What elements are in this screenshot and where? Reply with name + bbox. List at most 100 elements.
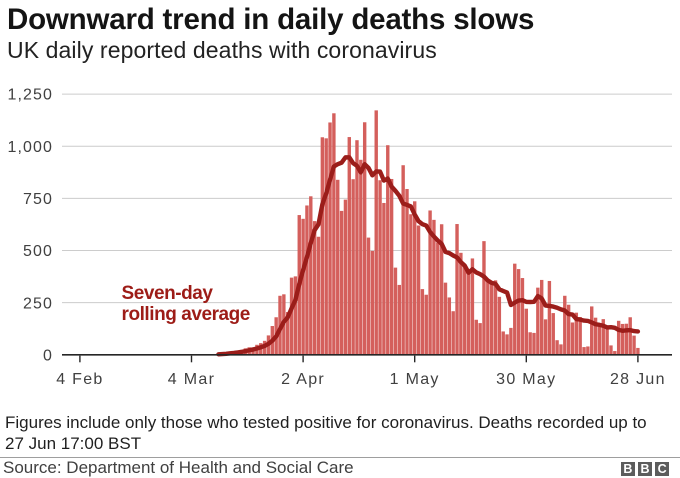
- daily-deaths-bar: [305, 205, 309, 355]
- chart-subtitle: UK daily reported deaths with coronaviru…: [7, 36, 437, 63]
- daily-deaths-bar: [605, 328, 609, 355]
- daily-deaths-bar: [424, 294, 428, 355]
- daily-deaths-bar: [597, 326, 602, 355]
- y-axis-label: 1,250: [7, 87, 53, 104]
- daily-deaths-bar: [439, 224, 444, 355]
- daily-deaths-bar: [443, 282, 448, 355]
- y-axis-label: 250: [23, 295, 53, 312]
- daily-deaths-bar: [574, 312, 579, 355]
- daily-deaths-bar: [455, 224, 459, 355]
- footer-divider: [0, 456, 680, 458]
- daily-deaths-bar: [389, 178, 394, 355]
- x-axis-label: 4 Mar: [168, 371, 215, 388]
- annotation-line1: Seven-day: [121, 283, 213, 305]
- daily-deaths-bar: [547, 280, 552, 355]
- daily-deaths-bar: [324, 138, 328, 355]
- daily-deaths-bar: [478, 323, 482, 355]
- daily-deaths-bar: [428, 210, 432, 355]
- daily-deaths-bar: [513, 263, 517, 355]
- daily-deaths-bar: [286, 312, 290, 355]
- deaths-bar-chart: 0 250 500 750 1,000 1,250 4 Feb 4 Mar 2 Apr 1 May…: [7, 87, 672, 388]
- daily-deaths-bar: [366, 237, 371, 355]
- bbc-logo-letter-b1: B: [621, 462, 635, 476]
- daily-deaths-bar: [616, 320, 621, 355]
- y-axis-label: 0: [43, 347, 53, 364]
- daily-deaths-bar: [359, 159, 363, 355]
- daily-deaths-bar: [405, 188, 409, 355]
- daily-deaths-bar: [401, 165, 405, 355]
- daily-deaths-bar: [551, 313, 555, 355]
- daily-deaths-bar: [378, 180, 382, 355]
- daily-deaths-bar: [586, 346, 590, 355]
- daily-deaths-bar: [524, 308, 529, 355]
- daily-deaths-bar: [497, 296, 502, 355]
- daily-deaths-bar: [505, 334, 509, 355]
- daily-deaths-bar: [397, 284, 402, 355]
- daily-deaths-bar: [436, 242, 440, 355]
- page-title: Downward trend in daily deaths slows: [7, 2, 535, 36]
- daily-deaths-bar: [301, 218, 305, 355]
- daily-deaths-bar: [489, 283, 494, 355]
- x-axis-label: 30 May: [496, 371, 556, 388]
- daily-deaths-bar: [320, 137, 325, 355]
- annotation-line2: rolling average: [121, 304, 251, 326]
- daily-deaths-bar: [289, 277, 294, 355]
- daily-deaths-bar: [563, 295, 567, 355]
- daily-deaths-bar: [432, 219, 436, 355]
- daily-deaths-bar: [374, 110, 378, 355]
- chart-footnote: Figures include only those who tested po…: [5, 412, 673, 454]
- rolling-average-annotation: Seven-day rolling average: [121, 283, 251, 326]
- daily-deaths-bar: [620, 323, 625, 355]
- daily-deaths-bar: [463, 267, 467, 355]
- daily-deaths-bar: [543, 319, 548, 355]
- daily-deaths-bar: [482, 241, 486, 355]
- source-credit: Source: Department of Health and Social …: [3, 458, 354, 477]
- daily-deaths-bar: [336, 179, 340, 355]
- x-axis-label: 2 Apr: [281, 371, 325, 388]
- daily-deaths-bar: [536, 287, 540, 355]
- daily-deaths-bar: [509, 327, 513, 355]
- bbc-logo-letter-c: C: [655, 462, 669, 476]
- daily-deaths-bar: [351, 179, 355, 355]
- daily-deaths-bar: [309, 196, 313, 355]
- daily-deaths-bar: [624, 323, 629, 355]
- y-axis-label: 500: [23, 243, 53, 260]
- daily-deaths-bar: [312, 221, 317, 355]
- daily-deaths-bar: [570, 322, 575, 355]
- daily-deaths-bar: [386, 145, 390, 355]
- footnote-line1: Figures include only those who tested po…: [5, 413, 647, 433]
- daily-deaths-bar: [293, 276, 298, 355]
- daily-deaths-bar: [601, 319, 605, 355]
- daily-deaths-bar: [332, 113, 336, 355]
- bbc-logo-letter-b2: B: [638, 462, 652, 476]
- daily-deaths-bar: [328, 122, 332, 355]
- daily-deaths-bar: [566, 304, 571, 355]
- daily-deaths-bar: [355, 140, 359, 355]
- daily-deaths-bar: [593, 317, 598, 355]
- daily-deaths-bar: [370, 250, 375, 355]
- x-axis-label: 1 May: [390, 371, 440, 388]
- x-axis-label: 4 Feb: [56, 371, 103, 388]
- y-axis-label: 750: [23, 191, 53, 208]
- daily-deaths-bar: [582, 347, 586, 355]
- daily-deaths-bar: [559, 344, 563, 355]
- daily-deaths-bar: [409, 214, 413, 355]
- daily-deaths-bar: [539, 279, 544, 355]
- daily-deaths-bar: [520, 278, 525, 355]
- daily-deaths-bar: [416, 225, 421, 355]
- daily-deaths-bar: [613, 351, 617, 355]
- daily-deaths-bar: [420, 289, 425, 355]
- daily-deaths-bar: [578, 317, 582, 355]
- daily-deaths-bar: [382, 202, 386, 355]
- daily-deaths-bar: [362, 122, 367, 355]
- daily-deaths-bar: [451, 311, 455, 355]
- daily-deaths-bar: [609, 345, 613, 355]
- daily-deaths-bar: [347, 137, 351, 355]
- y-axis-label: 1,000: [7, 139, 53, 156]
- daily-deaths-bar: [343, 199, 348, 355]
- bbc-logo: B B C: [621, 462, 669, 476]
- daily-deaths-bar: [493, 280, 498, 355]
- x-axis-label: 28 Jun: [610, 371, 666, 388]
- daily-deaths-bar: [636, 347, 640, 355]
